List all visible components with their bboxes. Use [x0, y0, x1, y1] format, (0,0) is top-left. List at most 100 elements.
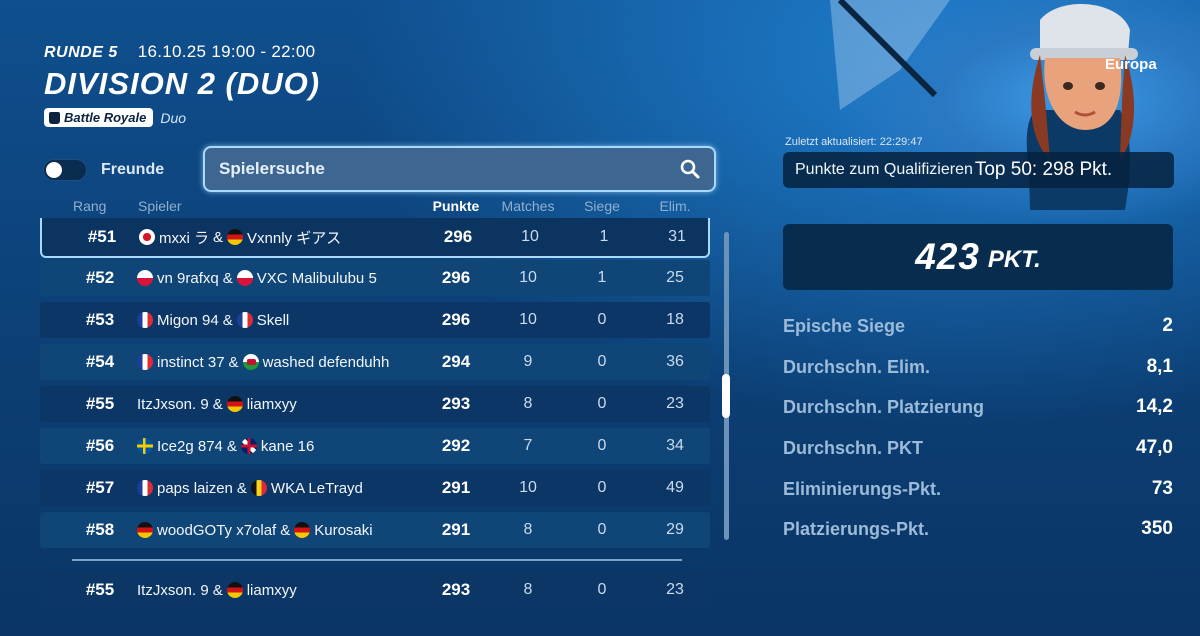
row-elims: 23 [666, 581, 684, 598]
player-two-name: liamxyy [246, 581, 297, 599]
player-one-name: woodGOTy x7olaf [157, 521, 277, 539]
row-points: 292 [441, 436, 471, 455]
col-player[interactable]: Spieler [138, 198, 182, 214]
player-two-name: washed defenduhh [262, 353, 390, 371]
player-one-name: ItzJxson. 9 [137, 581, 209, 599]
row-wins: 0 [597, 311, 607, 328]
row-matches: 7 [523, 437, 533, 454]
stat-label: Durchschn. Elim. [783, 356, 931, 377]
flag-icon [226, 582, 243, 598]
flag-icon [250, 480, 267, 496]
player-search[interactable] [203, 146, 716, 192]
row-rank: #57 [85, 478, 115, 497]
stat-label: Platzierungs-Pkt. [783, 518, 930, 539]
friends-toggle-label: Freunde [101, 161, 165, 178]
region-label: Europa [1105, 56, 1157, 73]
toggle-knob [46, 162, 62, 178]
row-players: instinct 37 & washed defenduhh [137, 344, 437, 380]
row-matches: 10 [519, 269, 537, 286]
table-row[interactable]: #53 Migon 94 & Skell 296 10 0 18 [40, 302, 710, 338]
row-elims: 49 [666, 479, 684, 496]
row-players: woodGOTy x7olaf & Kurosaki [137, 512, 437, 548]
player-two-name: VXC Malibulubu 5 [256, 269, 377, 287]
row-wins: 0 [597, 479, 607, 496]
row-elims: 25 [666, 269, 684, 286]
row-points: 293 [441, 580, 471, 599]
round-info: RUNDE 5 16.10.25 19:00 - 22:00 [44, 42, 315, 62]
mode-badge-label: Battle Royale [64, 110, 147, 125]
flag-icon [137, 438, 153, 454]
stat-row: Durchschn. Elim. 8,1 [783, 351, 1173, 383]
row-rank: #55 [85, 394, 115, 413]
row-players: vn 9rafxq & VXC Malibulubu 5 [137, 260, 437, 296]
friends-toggle[interactable] [43, 159, 87, 181]
col-matches[interactable]: Matches [501, 198, 555, 214]
round-label: RUNDE 5 [44, 44, 118, 61]
table-row[interactable]: #55 ItzJxson. 9 & liamxyy 293 8 0 23 [40, 386, 710, 422]
flag-icon [236, 270, 253, 286]
player-two-name: kane 16 [260, 437, 315, 455]
table-row[interactable]: #54 instinct 37 & washed defenduhh 294 9 … [40, 344, 710, 380]
stat-row: Platzierungs-Pkt. 350 [783, 513, 1173, 545]
row-rank: #52 [85, 268, 115, 287]
own-team-row[interactable]: #55 ItzJxson. 9 & liamxyy 293 8 0 23 [40, 572, 710, 608]
last-updated: Zuletzt aktualisiert: 22:29:47 [785, 136, 923, 148]
player-two-name: WKA LeTrayd [270, 479, 363, 497]
row-elims: 36 [666, 353, 684, 370]
player-two-name: liamxyy [246, 395, 297, 413]
bag-icon [49, 111, 60, 124]
player-two-name: Kurosaki [314, 521, 373, 539]
stat-value: 14,2 [1136, 396, 1173, 417]
row-wins: 0 [597, 395, 607, 412]
stat-label: Epische Siege [783, 315, 906, 336]
stat-row: Eliminierungs-Pkt. 73 [783, 473, 1173, 505]
scrollbar-thumb[interactable] [722, 374, 730, 418]
row-points: 293 [441, 394, 471, 413]
row-matches: 10 [519, 311, 537, 328]
col-wins[interactable]: Siege [584, 198, 620, 214]
flag-icon [137, 270, 153, 286]
row-rank: #53 [85, 310, 115, 329]
flag-icon [240, 438, 257, 454]
total-points-value: 423 [915, 236, 980, 277]
col-points[interactable]: Punkte [432, 198, 480, 214]
row-rank: #54 [85, 352, 115, 371]
row-players: paps laizen & WKA LeTrayd [137, 470, 437, 506]
row-wins: 1 [597, 269, 607, 286]
table-row[interactable]: #58 woodGOTy x7olaf & Kurosaki 291 8 0 29 [40, 512, 710, 548]
row-rank: #56 [85, 436, 115, 455]
friends-toggle-group[interactable]: Freunde [43, 159, 164, 181]
table-row[interactable]: #57 paps laizen & WKA LeTrayd 291 10 0 49 [40, 470, 710, 506]
table-row[interactable]: #51 mxxi ラ & Vxnnly ギアス 296 10 1 31 [40, 218, 710, 258]
stat-label: Durchschn. Platzierung [783, 396, 985, 417]
row-wins: 0 [597, 353, 607, 370]
table-row[interactable]: #56 Ice2g 874 & kane 16 292 7 0 34 [40, 428, 710, 464]
stat-row: Durchschn. PKT 47,0 [783, 432, 1173, 464]
row-matches: 10 [519, 479, 537, 496]
player-one-name: Ice2g 874 [157, 437, 223, 455]
round-datetime: 16.10.25 19:00 - 22:00 [137, 42, 316, 61]
row-elims: 18 [666, 311, 684, 328]
row-points: 294 [441, 352, 471, 371]
row-rank: #55 [85, 580, 115, 599]
search-input[interactable] [219, 159, 680, 179]
player-one-name: vn 9rafxq [157, 269, 219, 287]
row-matches: 8 [523, 395, 533, 412]
qualify-value: Top 50: 298 Pkt. [974, 159, 1113, 180]
search-icon[interactable] [680, 159, 700, 179]
col-rank[interactable]: Rang [73, 198, 107, 214]
table-row[interactable]: #52 vn 9rafxq & VXC Malibulubu 5 296 10 1… [40, 260, 710, 296]
row-players: Migon 94 & Skell [137, 302, 437, 338]
player-one-name: instinct 37 [157, 353, 225, 371]
row-matches: 8 [523, 521, 533, 538]
flag-icon [137, 480, 153, 496]
stat-label: Eliminierungs-Pkt. [783, 478, 942, 499]
stat-value: 73 [1151, 478, 1173, 499]
total-points-box: 423 PKT. [783, 224, 1173, 290]
col-elims[interactable]: Elim. [659, 198, 691, 214]
row-wins: 0 [597, 521, 607, 538]
flag-icon [226, 396, 243, 412]
row-elims: 31 [668, 228, 686, 245]
row-elims: 29 [666, 521, 684, 538]
flag-icon [137, 312, 153, 328]
